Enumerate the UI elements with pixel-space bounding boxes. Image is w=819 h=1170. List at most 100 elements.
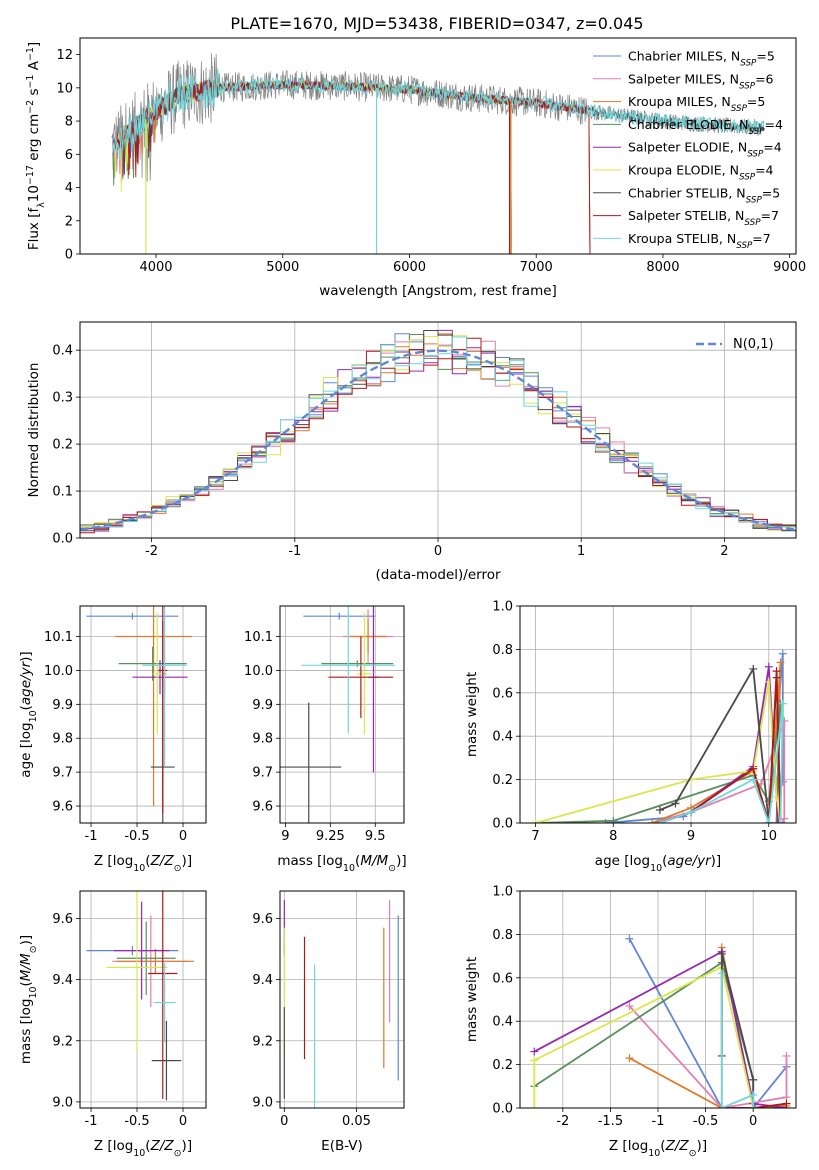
y-tick-label: 10.0	[244, 664, 273, 679]
plot-area-residuals	[80, 329, 796, 538]
y-tick-label: 0.3	[52, 391, 73, 406]
y-tick-label: 1.0	[492, 885, 513, 900]
plus-marker	[671, 799, 680, 808]
y-tick-label: 0.8	[492, 928, 513, 943]
x-tick-label: -1	[85, 829, 98, 844]
y-tick-label: 2	[65, 214, 73, 229]
y-axis-label: age [log10(age/yr)]	[18, 651, 39, 777]
plot-area-spectrum	[111, 53, 765, 254]
x-tick-label: 2	[720, 544, 728, 559]
y-tick-label: 12	[56, 48, 73, 63]
plus-marker	[717, 969, 726, 978]
model-spectrum-line	[112, 80, 512, 254]
error-bar-point	[152, 612, 162, 735]
error-bar-point	[114, 606, 193, 807]
error-bar-point	[328, 636, 394, 718]
y-tick-label: 0.6	[492, 686, 513, 701]
legend-model-name: Chabrier MILES	[628, 49, 723, 64]
y-tick-label: 10.1	[244, 630, 273, 645]
x-tick-label: 9.5	[365, 829, 386, 844]
legend-label: Kroupa ELODIE, NSSP=4	[628, 163, 774, 183]
legend-model-name: Kroupa STELIB	[628, 231, 719, 246]
plus-marker	[778, 819, 787, 823]
y-axis-label: Flux [fλ10−17 erg cm−2 s−1 A−1]	[25, 42, 47, 250]
x-tick-label: -1.5	[598, 1114, 623, 1129]
y-axis-label: Normed distribution	[26, 363, 42, 498]
x-tick-label: 9	[281, 829, 289, 844]
legend-nssp: 5	[757, 94, 765, 109]
x-tick-label: 0	[179, 829, 187, 844]
mass-weight-line	[628, 1005, 788, 1108]
y-tick-label: 9.6	[52, 912, 73, 927]
legend-model-name: Salpeter STELIB	[628, 208, 727, 223]
x-tick-label: -0.5	[693, 1114, 718, 1129]
x-axis-label: Z [log10(Z/Z⊙)]	[609, 1138, 707, 1159]
x-tick-label: 1	[577, 544, 585, 559]
x-tick-label: -0.5	[124, 1114, 149, 1129]
x-axis-label: wavelength [Angstrom, rest frame]	[319, 283, 557, 299]
plus-marker	[749, 764, 758, 773]
y-tick-label: 0	[65, 248, 73, 263]
y-tick-label: 9.2	[252, 1034, 273, 1049]
y-tick-label: 9.6	[252, 912, 273, 927]
x-tick-label: -1	[652, 1114, 665, 1129]
y-tick-label: 9.2	[52, 1034, 73, 1049]
x-tick-label: 9	[687, 829, 695, 844]
y-tick-label: 9.7	[252, 766, 273, 781]
legend-label: N(0,1)	[733, 337, 774, 352]
x-tick-label: 6000	[393, 260, 426, 275]
x-axis-label: E(B-V)	[321, 1138, 363, 1154]
x-tick-label: 0	[280, 1114, 288, 1129]
y-tick-label: 0.6	[492, 971, 513, 986]
plus-marker	[772, 819, 781, 823]
x-tick-label: 9000	[773, 260, 806, 275]
axes-frame	[519, 605, 797, 824]
plus-marker	[782, 1099, 791, 1108]
axes-frame	[279, 605, 405, 824]
legend-label: Kroupa STELIB, NSSP=7	[628, 231, 771, 251]
x-tick-label: -2	[556, 1114, 569, 1129]
x-tick-label: -2	[145, 544, 158, 559]
x-tick-label: -1	[85, 1114, 98, 1129]
plot-area-mass_vs_Z	[86, 891, 195, 1101]
plus-marker	[749, 1075, 758, 1084]
x-tick-label: 7000	[520, 260, 553, 275]
legend-model-name: Chabrier STELIB	[628, 185, 728, 200]
y-tick-label: 0.4	[52, 344, 73, 359]
error-bar-point	[142, 606, 187, 768]
y-axis-label: mass weight	[464, 957, 480, 1042]
plus-marker	[625, 1002, 634, 1011]
error-bar-point	[357, 612, 372, 735]
axes-age_vs_Z: -1 -0.5 0 9.6 9.7 9.8 9.9 10.0 10.1	[44, 605, 207, 844]
legend-nssp: 7	[763, 231, 771, 246]
x-tick-label: 8	[609, 829, 617, 844]
y-tick-label: 8	[65, 115, 73, 130]
mass-weight-line	[628, 938, 788, 1108]
x-axis-label: Z [log10(Z/Z⊙)]	[94, 1138, 192, 1159]
legend-nssp: 4	[774, 140, 782, 155]
legend-model-name: Salpeter ELODIE	[628, 140, 730, 155]
x-tick-label: 9.25	[316, 829, 345, 844]
error-bar-point	[303, 612, 376, 620]
legend-label: Chabrier STELIB, NSSP=5	[628, 185, 780, 205]
x-tick-label: 0	[749, 1114, 757, 1129]
error-bar-point	[301, 606, 396, 734]
plus-marker	[655, 805, 664, 814]
y-tick-label: 0.0	[52, 532, 73, 547]
x-axis-label: mass [log10(M/M⊙)]	[277, 853, 406, 874]
plus-marker	[717, 1104, 726, 1108]
plus-marker	[749, 664, 758, 673]
legend-label: Salpeter MILES, NSSP=6	[628, 71, 774, 91]
plot-area-mass_weight_vs_Z	[530, 934, 791, 1108]
plus-marker	[609, 816, 618, 823]
error-bar-point	[158, 606, 168, 813]
plus-marker	[778, 699, 787, 708]
error-bar-point	[350, 619, 387, 654]
x-axis-label: (data-model)/error	[375, 567, 501, 583]
plus-marker	[648, 819, 657, 823]
y-axis-label: mass weight	[464, 672, 480, 757]
y-tick-label: 10	[56, 81, 73, 96]
plot-area-age_vs_mass	[280, 606, 396, 823]
plus-marker	[776, 658, 785, 667]
error-bar-point	[148, 891, 178, 1099]
